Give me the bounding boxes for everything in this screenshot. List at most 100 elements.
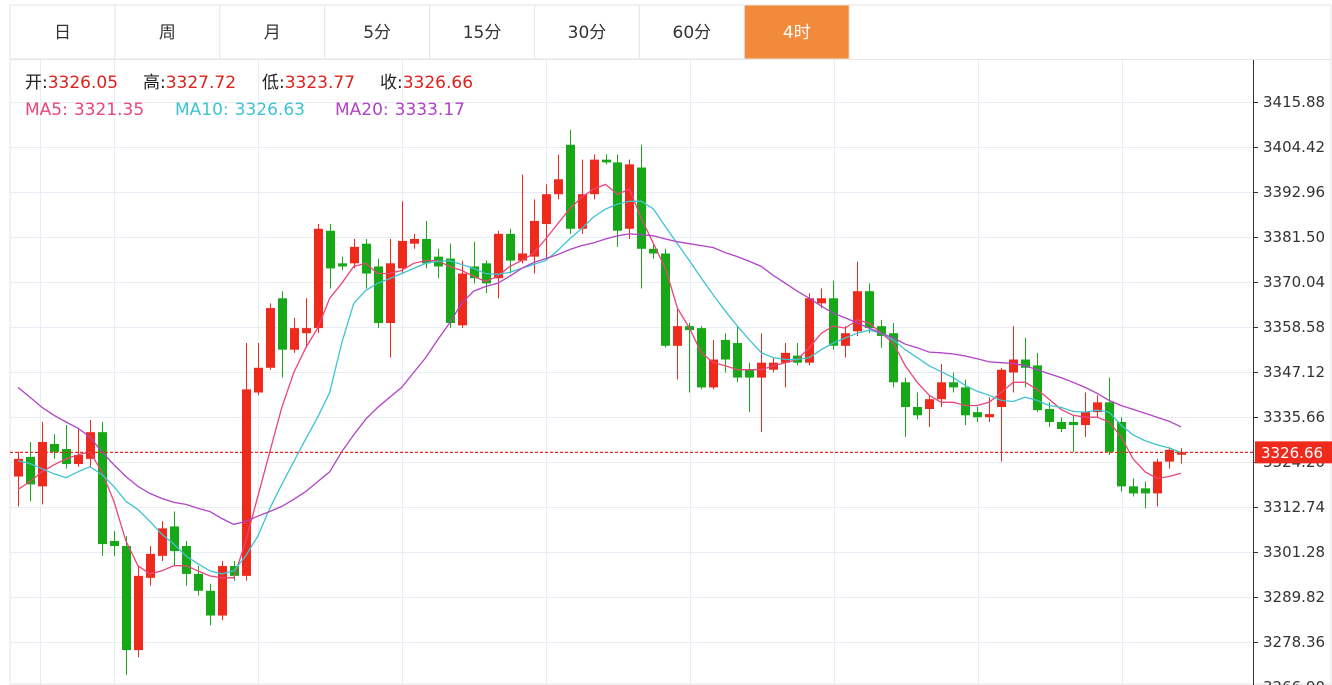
y-tick-label: 3289.82 [1263, 588, 1325, 606]
ma-legend: MA20: 3333.17 [335, 100, 465, 120]
candle-body [733, 343, 742, 378]
candle-body [362, 243, 371, 274]
candle-body [554, 179, 563, 195]
candle-body [518, 253, 527, 261]
tab[interactable]: 30分 [534, 4, 640, 60]
candle-body [877, 326, 886, 336]
candle-body [254, 367, 263, 393]
candle-body [745, 369, 754, 378]
candle-body [985, 414, 994, 418]
candle-body [134, 575, 143, 651]
candle-body [913, 407, 922, 416]
candle-body [494, 233, 503, 279]
ma-legend: MA10: 3326.63 [175, 100, 305, 120]
candle-body [853, 291, 862, 332]
tab[interactable]: 周 [114, 4, 221, 60]
tab-label: 5分 [363, 23, 391, 43]
y-tick-label: 3358.58 [1263, 318, 1325, 336]
candle-body [673, 326, 682, 346]
ma-legend-name: MA10: [175, 100, 229, 120]
y-tick-label: 3381.50 [1263, 228, 1325, 246]
candle-body [26, 456, 35, 485]
candle-body [446, 258, 455, 324]
candle-body [374, 266, 383, 324]
tab-label: 30分 [568, 23, 607, 43]
tab[interactable]: 15分 [429, 4, 536, 60]
y-tick-label: 3301.28 [1263, 543, 1325, 561]
ohlc-value: 3323.77 [285, 73, 355, 93]
tab[interactable]: 月 [219, 4, 326, 60]
candle-body [326, 230, 335, 269]
ma-legend-name: MA5: [25, 100, 68, 120]
tab-background [219, 4, 326, 60]
tab[interactable]: 60分 [638, 4, 745, 60]
ohlc-info: 低:3323.77 [262, 73, 355, 93]
ma-line [17, 200, 1182, 575]
candle-body [386, 263, 395, 324]
ohlc-info: 开:3326.05 [25, 73, 118, 93]
candle-body [829, 298, 838, 346]
candle-body [1033, 365, 1042, 411]
candle-body [194, 573, 203, 591]
ohlc-label: 低: [262, 73, 285, 93]
candle-body [302, 328, 311, 334]
candle-body [50, 443, 59, 452]
candle-body [1081, 412, 1090, 426]
candle-body [290, 328, 299, 350]
candle-body [542, 194, 551, 225]
y-tick-label: 3415.88 [1263, 93, 1325, 111]
candle-body [1177, 452, 1186, 455]
ma-legend-value: 3333.17 [395, 100, 465, 120]
ma-legend: MA5: 3321.35 [25, 100, 144, 120]
candle-body [1009, 359, 1018, 373]
candle-body [182, 546, 191, 574]
candle-body [98, 432, 107, 545]
candle-body [422, 238, 431, 264]
candle-body [805, 298, 814, 363]
candle-body [590, 159, 599, 195]
ohlc-label: 开: [25, 73, 48, 93]
y-tick-label: 3335.66 [1263, 408, 1325, 426]
candle-body [1069, 421, 1078, 426]
candle-body [661, 253, 670, 346]
tab-label: 日 [54, 23, 71, 43]
current-price-label: 3326.66 [1261, 444, 1323, 462]
candle-body [613, 162, 622, 231]
candle-body [937, 382, 946, 400]
candle-body [973, 412, 982, 418]
candle-body [781, 352, 790, 363]
candle-body [1165, 449, 1174, 462]
tab[interactable]: 4时 [743, 4, 850, 60]
tab[interactable]: 5分 [324, 4, 431, 60]
tab[interactable]: 日 [9, 4, 116, 60]
candle-body [1153, 461, 1162, 494]
ma-legend-name: MA20: [335, 100, 389, 120]
candle-body [1093, 402, 1102, 413]
candle-body [470, 266, 479, 279]
candle-body [997, 369, 1006, 408]
candle-body [266, 308, 275, 368]
ma-line [17, 233, 1182, 526]
candle-body [314, 228, 323, 329]
candle-body [242, 389, 251, 576]
candle-body [566, 144, 575, 229]
candle-body [625, 164, 634, 229]
ohlc-value: 3326.66 [403, 73, 473, 93]
candle-body [1141, 488, 1150, 494]
y-tick-label: 3347.12 [1263, 363, 1325, 381]
candle-body [38, 441, 47, 487]
ma-legend-value: 3326.63 [235, 100, 305, 120]
ma-line [17, 183, 1182, 579]
candle-body [458, 273, 467, 326]
ohlc-label: 收: [380, 73, 403, 93]
candle-body [398, 240, 407, 269]
tab-label: 周 [159, 23, 176, 43]
candle-body [530, 220, 539, 257]
candle-body [961, 387, 970, 416]
candle-body [817, 298, 826, 304]
candle-body [74, 454, 83, 464]
candle-body [146, 553, 155, 578]
candle-body [865, 291, 874, 329]
tab-background [429, 4, 536, 60]
